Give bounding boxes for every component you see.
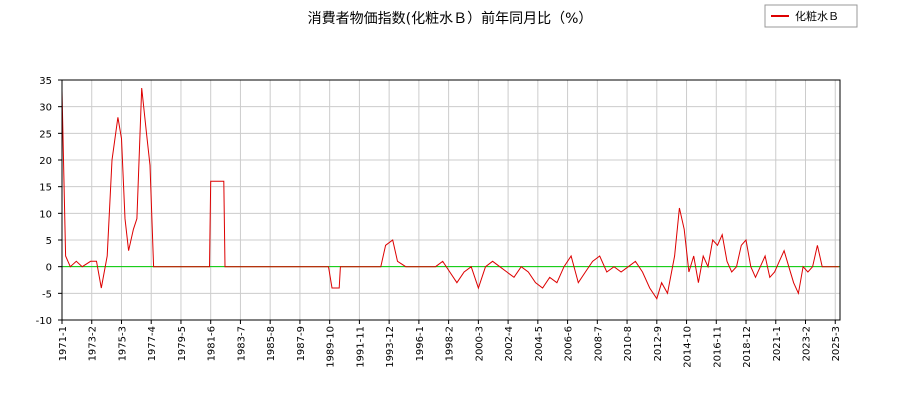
x-tick-label: 1983-7 (236, 326, 247, 361)
y-tick-label: 20 (39, 156, 52, 167)
x-tick-label: 2014-10 (683, 326, 694, 368)
x-tick-label: 2010-8 (623, 326, 634, 361)
y-tick-label: 15 (39, 183, 52, 194)
plot-frame (61, 79, 841, 321)
x-tick-label: 1985-8 (266, 326, 277, 361)
x-tick-label: 2018-12 (742, 326, 753, 368)
y-tick-labels: 35 30 25 20 15 10 5 0 -5 -10 (36, 76, 52, 327)
x-tick-label: 1993-12 (385, 326, 396, 368)
y-tick-label: 10 (39, 209, 52, 220)
x-tick-labels: 1971-1 1973-2 1975-3 1977-4 1979-5 1981-6 1983… (58, 326, 842, 368)
y-tick-label: -5 (42, 289, 52, 300)
x-tick-label: 1981-6 (207, 326, 218, 361)
grid (58, 79, 840, 324)
legend-label: 化粧水Ｂ (795, 9, 839, 23)
legend-box (764, 4, 858, 28)
x-tick-label: 2006-6 (564, 326, 575, 361)
x-tick-label: 2012-9 (653, 326, 664, 361)
y-tick-label: 35 (39, 76, 52, 87)
y-tick-label: 30 (39, 103, 52, 114)
x-tick-label: 1989-10 (326, 326, 337, 368)
x-tick-label: 2016-11 (712, 326, 723, 368)
x-tick-label: 1987-9 (296, 326, 307, 361)
x-tick-label: 2002-4 (504, 326, 515, 361)
x-tick-label: 1977-4 (147, 326, 158, 361)
y-tick-label: 0 (46, 263, 52, 274)
x-tick-label: 2008-7 (593, 326, 604, 361)
legend: 化粧水Ｂ (764, 4, 858, 28)
x-tick-label: 1979-5 (177, 326, 188, 361)
x-tick-label: 1998-2 (445, 326, 456, 361)
x-tick-label: 1975-3 (117, 326, 128, 361)
x-tick-label: 2000-3 (474, 326, 485, 361)
x-tick-label: 2025-3 (831, 326, 842, 361)
y-tick-label: -10 (36, 316, 52, 327)
x-tick-label: 1971-1 (58, 326, 69, 361)
y-tick-label: 5 (46, 236, 52, 247)
x-tick-label: 2021-1 (772, 326, 783, 361)
series-line-化粧水B (61, 87, 839, 300)
y-tick-label: 25 (39, 129, 52, 140)
chart-title: 消費者物価指数(化粧水Ｂ）前年同月比（%） (308, 10, 593, 27)
x-tick-label: 1996-1 (415, 326, 426, 361)
x-tick-label: 1991-11 (355, 326, 366, 368)
x-tick-label: 1973-2 (88, 326, 99, 361)
x-tick-label: 2023-2 (802, 326, 813, 361)
x-tick-label: 2004-5 (534, 326, 545, 361)
